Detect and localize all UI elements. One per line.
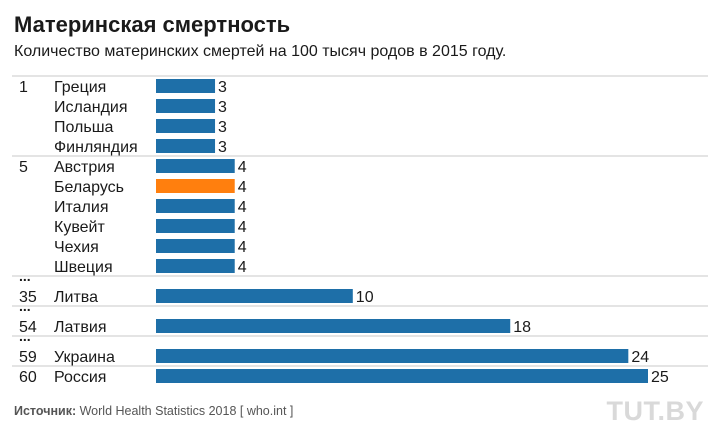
value-label: 4 xyxy=(238,259,247,276)
source-label: Источник: xyxy=(14,404,77,418)
country-label: Украина xyxy=(54,349,115,366)
country-label: Чехия xyxy=(54,239,99,256)
value-label: 4 xyxy=(238,219,247,236)
country-label: Швеция xyxy=(54,259,113,276)
source-text: World Health Statistics 2018 [ who.int ] xyxy=(76,404,294,418)
rank-ellipsis: ... xyxy=(19,298,31,314)
bar xyxy=(156,139,216,153)
brand-logo: TUT.BY xyxy=(606,396,704,426)
bar xyxy=(156,369,648,383)
rank-label: 60 xyxy=(19,369,37,386)
value-label: 3 xyxy=(218,79,227,96)
country-label: Россия xyxy=(54,369,106,386)
bar xyxy=(156,99,216,113)
bar xyxy=(156,259,235,273)
rank-label: 54 xyxy=(19,319,37,336)
source-note: Источник: World Health Statistics 2018 [… xyxy=(14,404,293,418)
value-label: 3 xyxy=(218,99,227,116)
country-label: Беларусь xyxy=(54,179,124,196)
bar xyxy=(156,199,235,213)
country-label: Италия xyxy=(54,199,108,216)
chart-title: Материнская смертность xyxy=(14,12,291,37)
country-label: Кувейт xyxy=(54,219,105,236)
value-label: 4 xyxy=(238,199,247,216)
rank-ellipsis: ... xyxy=(19,328,31,344)
value-label: 4 xyxy=(238,239,247,256)
value-label: 4 xyxy=(238,159,247,176)
bar xyxy=(156,349,629,363)
rank-label: 35 xyxy=(19,289,37,306)
country-label: Исландия xyxy=(54,99,128,116)
value-label: 3 xyxy=(218,139,227,156)
rank-label: 59 xyxy=(19,349,37,366)
rank-label: 5 xyxy=(19,159,28,176)
country-label: Литва xyxy=(54,289,98,306)
value-label: 10 xyxy=(356,289,374,306)
country-label: Польша xyxy=(54,119,114,136)
bar xyxy=(156,239,235,253)
bar xyxy=(156,119,216,133)
country-label: Австрия xyxy=(54,159,115,176)
bar xyxy=(156,289,353,303)
value-label: 4 xyxy=(238,179,247,196)
chart-subtitle: Количество материнских смертей на 100 ты… xyxy=(14,43,507,60)
bar xyxy=(156,159,235,173)
bar xyxy=(156,219,235,233)
value-label: 25 xyxy=(651,369,669,386)
rank-ellipsis: ... xyxy=(19,268,31,284)
value-label: 18 xyxy=(513,319,531,336)
bar-highlight xyxy=(156,179,235,193)
bar xyxy=(156,79,216,93)
value-label: 3 xyxy=(218,119,227,136)
country-label: Греция xyxy=(54,79,106,96)
rank-label: 1 xyxy=(19,79,28,96)
bar xyxy=(156,319,511,333)
country-label: Финляндия xyxy=(54,139,138,156)
country-label: Латвия xyxy=(54,319,106,336)
value-label: 24 xyxy=(631,349,649,366)
